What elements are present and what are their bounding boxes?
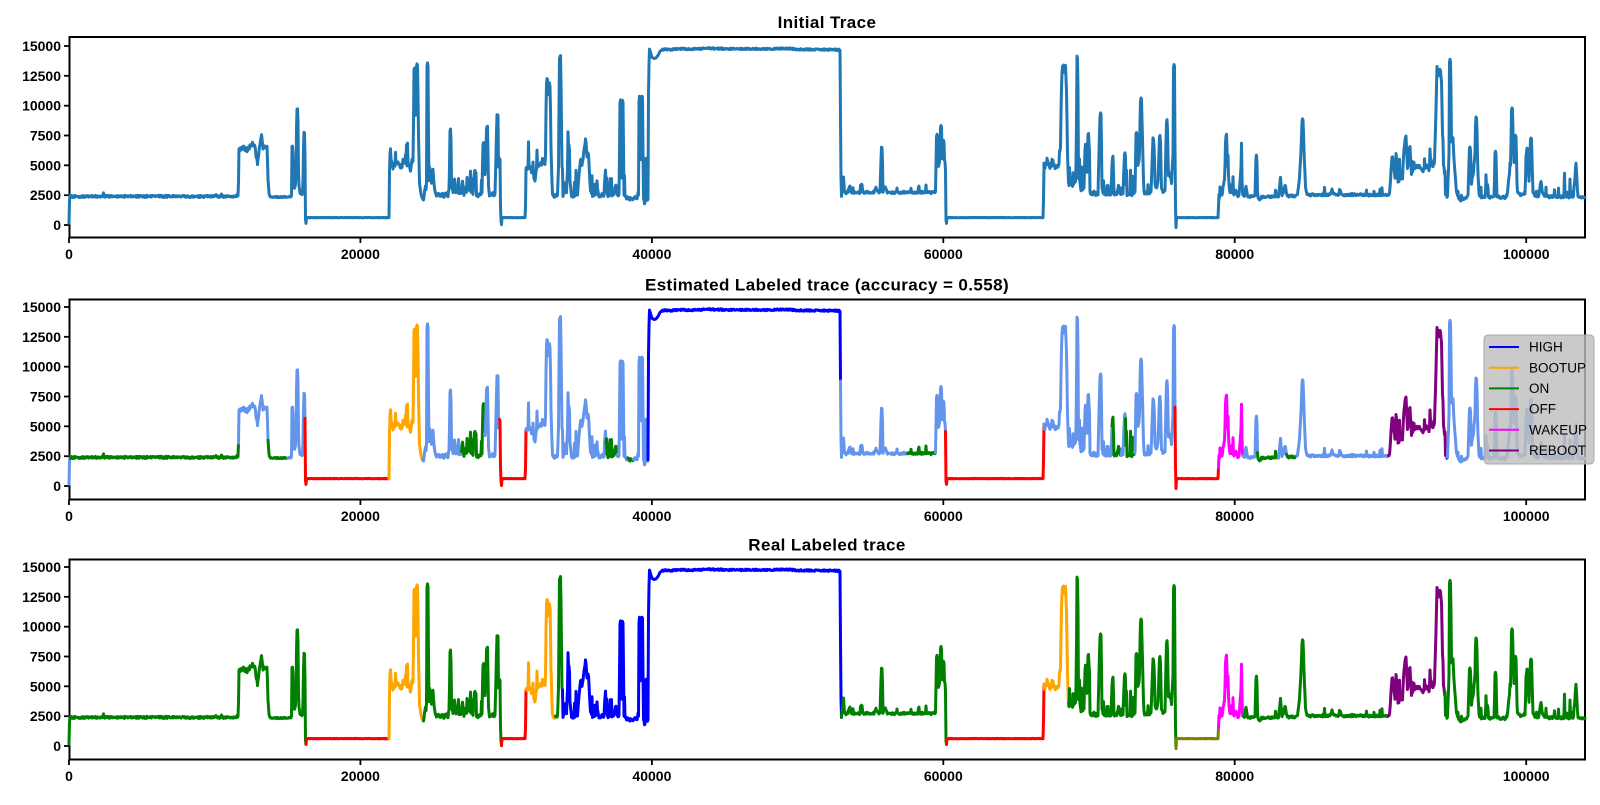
svg-text:80000: 80000: [1215, 768, 1254, 784]
svg-text:2500: 2500: [30, 187, 61, 203]
svg-text:BOOTUP: BOOTUP: [1529, 360, 1586, 375]
svg-text:2500: 2500: [30, 708, 61, 724]
svg-text:40000: 40000: [632, 508, 671, 524]
svg-text:7500: 7500: [30, 649, 61, 665]
svg-text:12500: 12500: [22, 329, 61, 345]
svg-text:15000: 15000: [22, 38, 61, 54]
svg-text:60000: 60000: [924, 768, 963, 784]
svg-text:5000: 5000: [30, 157, 61, 173]
svg-text:0: 0: [53, 478, 61, 494]
svg-text:ON: ON: [1529, 381, 1549, 396]
svg-text:0: 0: [65, 246, 73, 262]
svg-text:5000: 5000: [30, 678, 61, 694]
svg-text:40000: 40000: [632, 768, 671, 784]
svg-text:20000: 20000: [341, 768, 380, 784]
svg-text:15000: 15000: [22, 299, 61, 315]
svg-text:REBOOT: REBOOT: [1529, 443, 1586, 458]
svg-text:2500: 2500: [30, 448, 61, 464]
svg-text:7500: 7500: [30, 128, 61, 144]
svg-text:OFF: OFF: [1529, 402, 1556, 417]
svg-text:20000: 20000: [341, 508, 380, 524]
svg-text:5000: 5000: [30, 418, 61, 434]
svg-text:HIGH: HIGH: [1529, 340, 1563, 355]
svg-text:0: 0: [65, 508, 73, 524]
svg-text:80000: 80000: [1215, 508, 1254, 524]
svg-text:20000: 20000: [341, 246, 380, 262]
svg-text:12500: 12500: [22, 68, 61, 84]
svg-text:100000: 100000: [1503, 508, 1550, 524]
svg-text:Initial Trace: Initial Trace: [778, 13, 877, 32]
svg-text:12500: 12500: [22, 589, 61, 605]
svg-text:10000: 10000: [22, 619, 61, 635]
svg-text:60000: 60000: [924, 246, 963, 262]
svg-text:0: 0: [65, 768, 73, 784]
svg-text:0: 0: [53, 738, 61, 754]
svg-text:40000: 40000: [632, 246, 671, 262]
svg-text:60000: 60000: [924, 508, 963, 524]
svg-text:Real Labeled trace: Real Labeled trace: [748, 536, 905, 555]
svg-text:15000: 15000: [22, 559, 61, 575]
svg-text:Estimated Labeled trace (accur: Estimated Labeled trace (accuracy = 0.55…: [645, 276, 1009, 295]
svg-text:7500: 7500: [30, 389, 61, 405]
svg-text:10000: 10000: [22, 98, 61, 114]
svg-text:10000: 10000: [22, 359, 61, 375]
svg-text:0: 0: [53, 217, 61, 233]
svg-text:100000: 100000: [1503, 246, 1550, 262]
svg-text:80000: 80000: [1215, 246, 1254, 262]
svg-text:100000: 100000: [1503, 768, 1550, 784]
svg-text:WAKEUP: WAKEUP: [1529, 422, 1587, 437]
